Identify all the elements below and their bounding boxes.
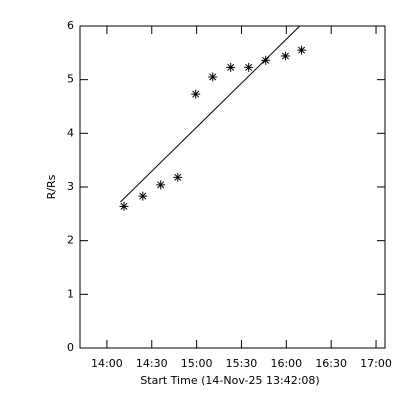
x-tick-label: 14:00 [91,357,123,370]
y-tick-label: 6 [67,19,74,32]
x-axis-label: Start Time (14-Nov-25 13:42:08) [140,374,319,387]
point [244,62,254,72]
x-tick-label: 15:00 [181,357,213,370]
x-tick-label: 17:00 [360,357,392,370]
point [261,55,271,65]
point [208,72,218,82]
y-tick-label: 4 [67,126,74,139]
y-tick-label: 0 [67,341,74,354]
y-tick-label: 3 [67,180,74,193]
y-tick-label: 2 [67,234,74,247]
point [297,45,307,55]
y-axis-label: R/Rs [45,174,58,199]
y-tick-label: 1 [67,287,74,300]
x-tick-label: 16:00 [270,357,302,370]
point [119,201,129,211]
x-tick-label: 16:30 [315,357,347,370]
point [173,172,183,182]
fit-line [120,25,301,203]
point [191,89,201,99]
x-tick-label: 15:30 [226,357,258,370]
point [156,180,166,190]
point [138,191,148,201]
y-tick-label: 5 [67,73,74,86]
point [226,62,236,72]
x-tick-label: 14:30 [136,357,168,370]
point [280,51,290,61]
plot-frame [79,25,386,349]
